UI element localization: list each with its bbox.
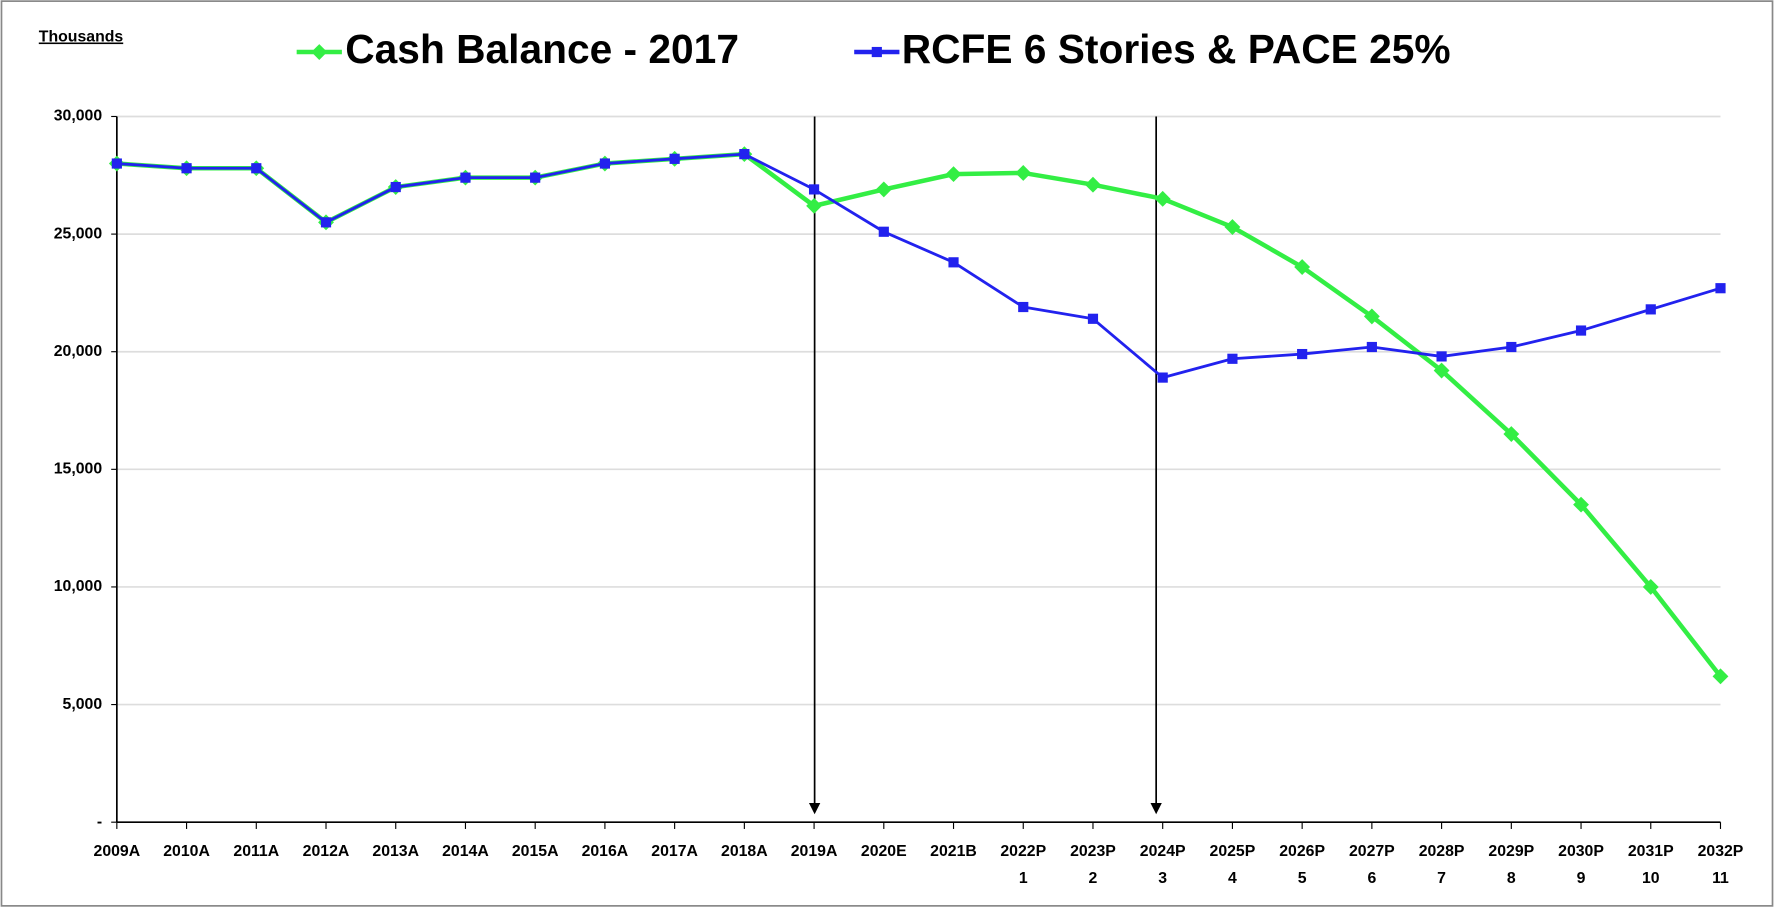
marker	[948, 257, 959, 268]
marker	[460, 172, 471, 183]
marker	[251, 163, 262, 174]
marker	[1157, 372, 1168, 383]
marker	[1575, 325, 1587, 336]
x-tick-label: 2030P	[1558, 843, 1604, 860]
marker	[1503, 426, 1520, 442]
marker	[1015, 165, 1032, 181]
x-tick-label: 2026P	[1279, 843, 1325, 860]
arrow-head	[808, 802, 821, 815]
x-tick-label: 2010A	[163, 843, 210, 860]
x-tick-label: 2018A	[721, 843, 768, 860]
x-tick-label: 2022P	[1000, 843, 1046, 860]
x-tick-label: 2009A	[94, 843, 141, 860]
x-tick-label: 2031P	[1628, 843, 1674, 860]
marker	[669, 153, 680, 164]
marker	[1642, 579, 1659, 595]
marker	[1087, 313, 1099, 324]
x-tick-label: 2027P	[1349, 843, 1395, 860]
marker	[1224, 219, 1241, 235]
marker	[1297, 348, 1308, 360]
x-tick-sublabel: 3	[1158, 870, 1167, 887]
x-tick-label: 2015A	[512, 843, 559, 860]
x-tick-label: 2016A	[582, 843, 629, 860]
x-tick-sublabel: 4	[1228, 870, 1237, 887]
x-tick-sublabel: 7	[1437, 870, 1446, 887]
marker	[1227, 353, 1238, 364]
x-tick-sublabel: 8	[1507, 870, 1516, 887]
marker	[1645, 304, 1656, 315]
marker	[390, 181, 401, 193]
marker	[1436, 351, 1447, 362]
legend-label: Cash Balance - 2017	[345, 26, 739, 72]
y-tick-label: 10,000	[54, 578, 103, 595]
x-tick-label: 2025P	[1210, 843, 1256, 860]
x-tick-label: 2012A	[303, 843, 350, 860]
x-tick-sublabel: 5	[1298, 870, 1307, 887]
x-tick-label: 2017A	[651, 843, 698, 860]
marker	[530, 172, 541, 183]
y-axis-label: Thousands	[39, 29, 124, 46]
series-line	[116, 152, 1721, 380]
x-tick-label: 2011A	[233, 843, 279, 860]
x-tick-label: 2028P	[1419, 843, 1465, 860]
marker	[1018, 301, 1029, 313]
x-tick-sublabel: 2	[1089, 870, 1098, 887]
x-tick-label: 2013A	[372, 843, 419, 860]
marker	[1715, 283, 1726, 294]
y-tick-label: 25,000	[54, 225, 103, 242]
x-tick-label: 2029P	[1488, 843, 1534, 860]
marker	[808, 184, 820, 195]
x-tick-label: 2032P	[1698, 843, 1744, 860]
x-tick-label: 2014A	[442, 843, 489, 860]
y-tick-label: -	[97, 813, 102, 830]
x-tick-sublabel: 10	[1642, 870, 1660, 887]
marker	[311, 44, 328, 60]
y-tick-label: 5,000	[63, 696, 103, 713]
marker	[1573, 496, 1589, 513]
legend-label: RCFE 6 Stories & PACE 25%	[902, 26, 1451, 72]
x-tick-label: 2023P	[1070, 843, 1116, 860]
legend: Cash Balance - 2017 RCFE 6 Stories & PAC…	[296, 26, 1451, 72]
marker	[1085, 176, 1101, 193]
marker	[1712, 668, 1729, 685]
y-tick-label: 20,000	[54, 343, 103, 360]
marker	[1506, 341, 1517, 353]
x-tick-sublabel: 11	[1712, 870, 1729, 887]
marker	[1433, 362, 1450, 379]
arrow-head	[1150, 802, 1162, 815]
marker	[739, 149, 750, 160]
x-tick-sublabel: 9	[1577, 870, 1586, 887]
marker	[875, 181, 892, 198]
marker	[871, 46, 882, 58]
x-tick-label: 2019A	[791, 843, 838, 860]
x-tick-label: 2020E	[861, 843, 907, 860]
x-tick-label: 2024P	[1140, 843, 1186, 860]
y-tick-label: 30,000	[54, 108, 103, 125]
marker	[181, 163, 192, 174]
grid	[116, 115, 1721, 824]
marker	[599, 158, 610, 169]
x-tick-sublabel: 1	[1019, 870, 1028, 887]
y-tick-label: 15,000	[54, 461, 103, 478]
marker	[1366, 341, 1377, 353]
x-tick-label: 2021B	[930, 843, 977, 860]
marker	[878, 226, 889, 237]
marker	[320, 217, 332, 228]
marker	[111, 158, 122, 169]
x-tick-sublabel: 6	[1367, 870, 1376, 887]
